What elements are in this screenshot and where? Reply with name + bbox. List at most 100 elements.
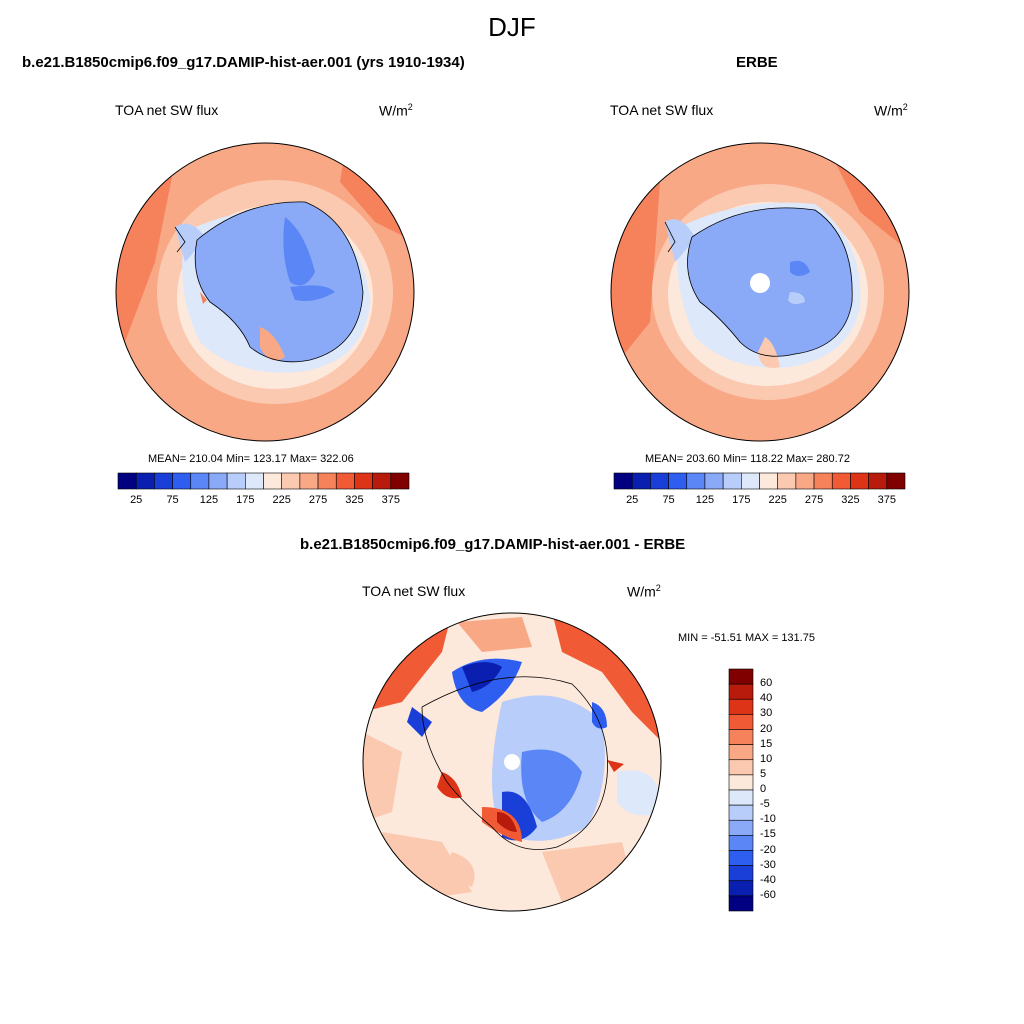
colorbar-swatch — [886, 472, 906, 490]
colorbar-tick-label: 225 — [272, 494, 291, 506]
colorbar-swatch — [728, 789, 754, 806]
colorbar-tick-label: 15 — [760, 737, 773, 750]
colorbar-swatch — [226, 472, 246, 490]
colorbar-swatch — [728, 714, 754, 730]
panel3-title: b.e21.B1850cmip6.f09_g17.DAMIP-hist-aer.… — [300, 536, 686, 553]
panel3-polar-map — [362, 612, 662, 912]
panel2-polar-map — [610, 142, 910, 442]
panel3-stats: MIN = -51.51 MAX = 131.75 — [678, 632, 815, 644]
colorbar-tick-label: -40 — [760, 873, 776, 886]
panel3-variable-label: TOA net SW flux — [362, 583, 466, 599]
colorbar-swatch — [613, 472, 633, 490]
colorbar-swatch — [831, 472, 851, 490]
colorbar-tick-label: 0 — [760, 783, 767, 795]
colorbar-tick-label: 75 — [166, 494, 179, 506]
panel3-units: W/m2 — [627, 583, 661, 600]
colorbar-swatch — [650, 472, 669, 490]
panel2-title: ERBE — [736, 54, 778, 71]
colorbar-swatch — [354, 472, 373, 490]
panel1-stats: MEAN= 210.04 Min= 123.17 Max= 322.06 — [148, 453, 354, 465]
colorbar-tick-label: 60 — [760, 677, 773, 690]
colorbar-tick-label: -30 — [760, 858, 776, 871]
colorbar-swatch — [777, 472, 797, 490]
colorbar-tick-label: 125 — [695, 494, 715, 506]
colorbar-tick-label: 75 — [662, 494, 675, 506]
colorbar-swatch — [728, 774, 754, 791]
colorbar-swatch — [317, 472, 337, 490]
colorbar-swatch — [728, 850, 754, 866]
colorbar-tick-label: -15 — [760, 828, 776, 841]
colorbar-swatch — [154, 472, 173, 490]
colorbar-swatch — [728, 835, 754, 851]
panel1-colorbar-labels: 25 75 125 175 225 275 325 375 — [118, 494, 409, 508]
panel1-variable-label: TOA net SW flux — [115, 102, 219, 118]
colorbar-swatch — [117, 472, 137, 490]
colorbar-swatch — [631, 472, 651, 490]
colorbar-swatch — [728, 895, 754, 912]
colorbar-tick-label: -60 — [760, 888, 776, 901]
colorbar-swatch — [245, 472, 264, 490]
colorbar-tick-label: 275 — [308, 494, 328, 506]
colorbar-tick-label: 175 — [732, 494, 751, 506]
colorbar-swatch — [868, 472, 888, 490]
colorbar-tick-label: 25 — [130, 494, 143, 506]
colorbar-swatch — [759, 472, 778, 490]
panel2-colorbar-labels: 25 75 125 175 225 275 325 375 — [614, 494, 905, 508]
panel1-title: b.e21.B1850cmip6.f09_g17.DAMIP-hist-aer.… — [22, 54, 465, 71]
colorbar-swatch — [390, 472, 410, 490]
colorbar-swatch — [728, 729, 754, 745]
colorbar-swatch — [795, 472, 815, 490]
colorbar-swatch — [728, 819, 754, 836]
colorbar-swatch — [372, 472, 392, 490]
colorbar-tick-label: 5 — [760, 767, 767, 780]
colorbar-swatch — [728, 865, 754, 882]
colorbar-swatch — [728, 759, 754, 776]
colorbar-swatch — [281, 472, 301, 490]
colorbar-tick-label: -5 — [760, 798, 770, 811]
colorbar-swatch — [686, 472, 706, 490]
colorbar-swatch — [728, 804, 754, 821]
colorbar-tick-label: 125 — [199, 494, 219, 506]
panel3-colorbar — [728, 668, 754, 912]
panel1-units: W/m2 — [379, 102, 413, 119]
colorbar-tick-label: -20 — [760, 843, 776, 856]
colorbar-tick-label: 10 — [760, 752, 773, 765]
panel1-colorbar — [117, 472, 410, 490]
colorbar-tick-label: 375 — [381, 494, 400, 506]
colorbar-swatch — [728, 683, 754, 700]
colorbar-swatch — [704, 472, 724, 490]
colorbar-tick-label: 375 — [877, 494, 896, 506]
colorbar-swatch — [813, 472, 833, 490]
colorbar-tick-label: 225 — [768, 494, 787, 506]
panel2-variable-label: TOA net SW flux — [610, 102, 714, 118]
colorbar-swatch — [299, 472, 319, 490]
colorbar-tick-label: 40 — [760, 692, 773, 705]
colorbar-swatch — [190, 472, 210, 490]
colorbar-tick-label: 325 — [345, 494, 364, 506]
colorbar-swatch — [741, 472, 760, 490]
colorbar-swatch — [135, 472, 155, 490]
colorbar-swatch — [172, 472, 192, 490]
colorbar-swatch — [208, 472, 228, 490]
colorbar-swatch — [728, 668, 754, 685]
colorbar-swatch — [335, 472, 355, 490]
colorbar-tick-label: 175 — [236, 494, 255, 506]
colorbar-swatch — [722, 472, 742, 490]
colorbar-swatch — [728, 744, 754, 761]
panel3-colorbar-labels: 60 40 30 20 15 10 5 0 -5 -10 -15 -20 -30 -40 -60 — [760, 669, 800, 911]
panel1-polar-map — [115, 142, 415, 442]
figure-title: DJF — [488, 12, 536, 42]
colorbar-swatch — [263, 472, 282, 490]
panel2-colorbar — [613, 472, 906, 490]
colorbar-tick-label: 275 — [804, 494, 824, 506]
panel2-units: W/m2 — [874, 102, 908, 119]
colorbar-tick-label: 30 — [760, 707, 773, 720]
colorbar-tick-label: 325 — [841, 494, 860, 506]
panel2-stats: MEAN= 203.60 Min= 118.22 Max= 280.72 — [645, 453, 850, 465]
colorbar-swatch — [728, 698, 754, 715]
colorbar-tick-label: -10 — [760, 813, 776, 826]
colorbar-tick-label: 25 — [626, 494, 639, 506]
colorbar-swatch — [728, 880, 754, 897]
colorbar-swatch — [668, 472, 688, 490]
colorbar-tick-label: 20 — [760, 722, 773, 735]
